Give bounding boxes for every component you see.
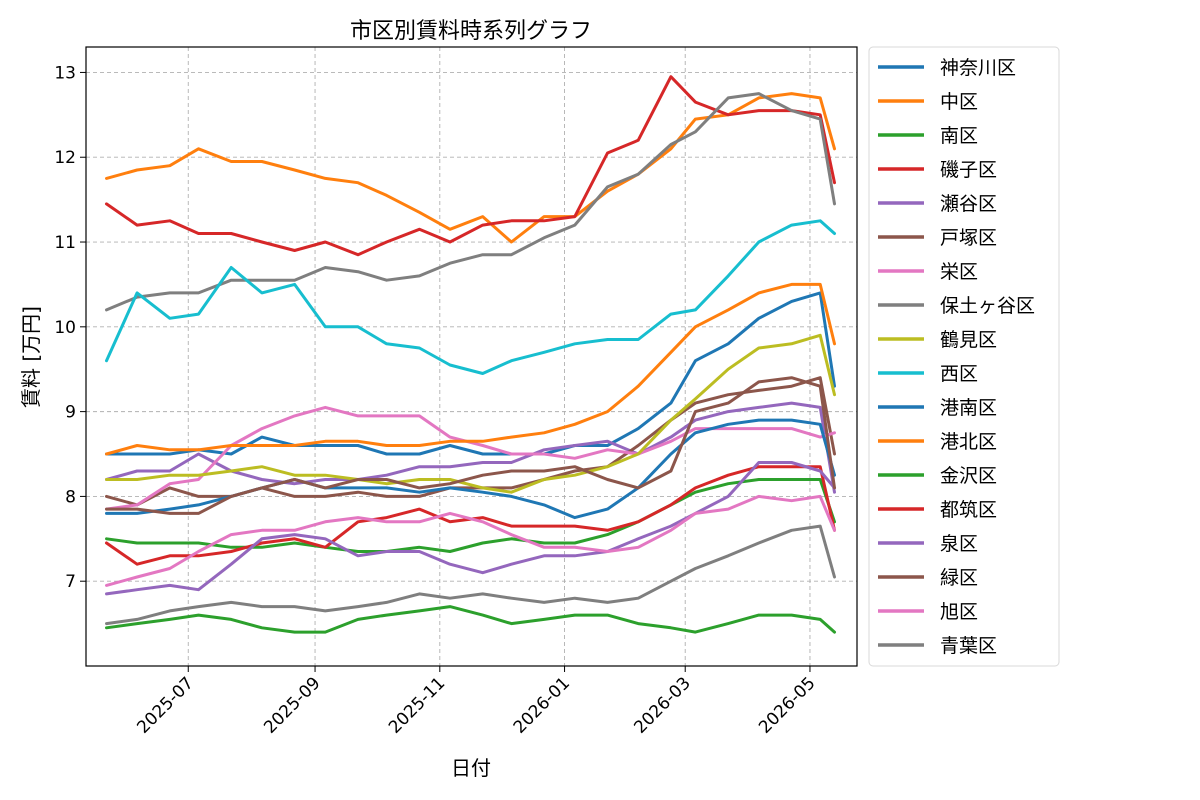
legend-entry: 緑区 <box>878 567 978 589</box>
legend-label: 金沢区 <box>940 465 997 487</box>
legend-label: 都筑区 <box>940 499 997 521</box>
y-tick-label: 12 <box>54 148 76 168</box>
legend-label: 保土ヶ谷区 <box>940 295 1035 317</box>
series-line-8 <box>105 333 836 494</box>
legend-label: 南区 <box>940 125 978 147</box>
y-tick-label: 7 <box>65 572 76 592</box>
legend-entry: 都筑区 <box>878 499 997 521</box>
legend-label: 神奈川区 <box>940 57 1016 79</box>
series-line-9 <box>105 219 836 375</box>
legend-entry: 旭区 <box>878 601 978 623</box>
legend-entry: 青葉区 <box>878 635 997 657</box>
legend-entry: 金沢区 <box>878 465 997 487</box>
legend-label: 鶴見区 <box>940 329 997 351</box>
legend-entry: 保土ヶ谷区 <box>878 295 1035 317</box>
legend-entry: 泉区 <box>878 533 978 555</box>
series-line-3 <box>105 75 836 257</box>
legend-entry: 港北区 <box>878 431 997 453</box>
plot-area-frame <box>85 46 858 667</box>
series-line-14 <box>105 461 836 596</box>
y-tick-label: 11 <box>54 233 76 253</box>
legend-label: 泉区 <box>940 533 978 555</box>
legend-entry: 西区 <box>878 363 978 385</box>
y-tick-label: 8 <box>65 487 76 507</box>
y-axis-label: 賃料 [万円] <box>19 306 43 408</box>
legend-label: 磯子区 <box>940 159 997 181</box>
series-line-13 <box>105 465 836 566</box>
legend-label: 青葉区 <box>940 635 997 657</box>
legend-entry: 戸塚区 <box>878 227 997 249</box>
legend-label: 旭区 <box>940 601 978 623</box>
legend-entry: 鶴見区 <box>878 329 997 351</box>
series-line-16 <box>105 494 836 587</box>
legend-entry: 中区 <box>878 91 978 113</box>
y-tick-label: 10 <box>54 318 76 338</box>
legend-entry: 神奈川区 <box>878 57 1016 79</box>
series-line-12 <box>105 605 836 634</box>
legend-entry: 港南区 <box>878 397 997 419</box>
y-axis-ticks: 7 8 9 10 11 12 13 <box>54 63 86 592</box>
series-line-7 <box>105 92 836 312</box>
y-tick-label: 9 <box>65 403 76 423</box>
series-lines <box>105 75 836 634</box>
legend-entry: 磯子区 <box>878 159 997 181</box>
legend-entry: 南区 <box>878 125 978 147</box>
legend-entry: 瀬谷区 <box>878 193 997 215</box>
grid-lines <box>86 47 857 666</box>
legend-label: 港南区 <box>940 397 997 419</box>
legend-label: 戸塚区 <box>940 227 997 249</box>
legend: 神奈川区中区南区磯子区瀬谷区戸塚区栄区保土ヶ谷区鶴見区西区港南区港北区金沢区都筑… <box>868 46 1060 667</box>
legend-label: 瀬谷区 <box>940 193 997 215</box>
series-line-15 <box>105 376 836 515</box>
legend-entry: 栄区 <box>878 261 978 283</box>
legend-label: 緑区 <box>940 567 978 589</box>
x-axis-label: 日付 <box>451 756 491 780</box>
y-tick-label: 13 <box>54 63 76 83</box>
series-line-0 <box>105 291 836 456</box>
legend-label: 西区 <box>940 363 978 385</box>
chart-title: 市区別賃料時系列グラフ <box>350 19 592 44</box>
legend-label: 港北区 <box>940 431 997 453</box>
series-line-2 <box>105 478 836 553</box>
series-line-17 <box>105 524 836 626</box>
legend-label: 栄区 <box>940 261 978 283</box>
legend-label: 中区 <box>940 91 978 113</box>
series-line-11 <box>105 282 836 456</box>
